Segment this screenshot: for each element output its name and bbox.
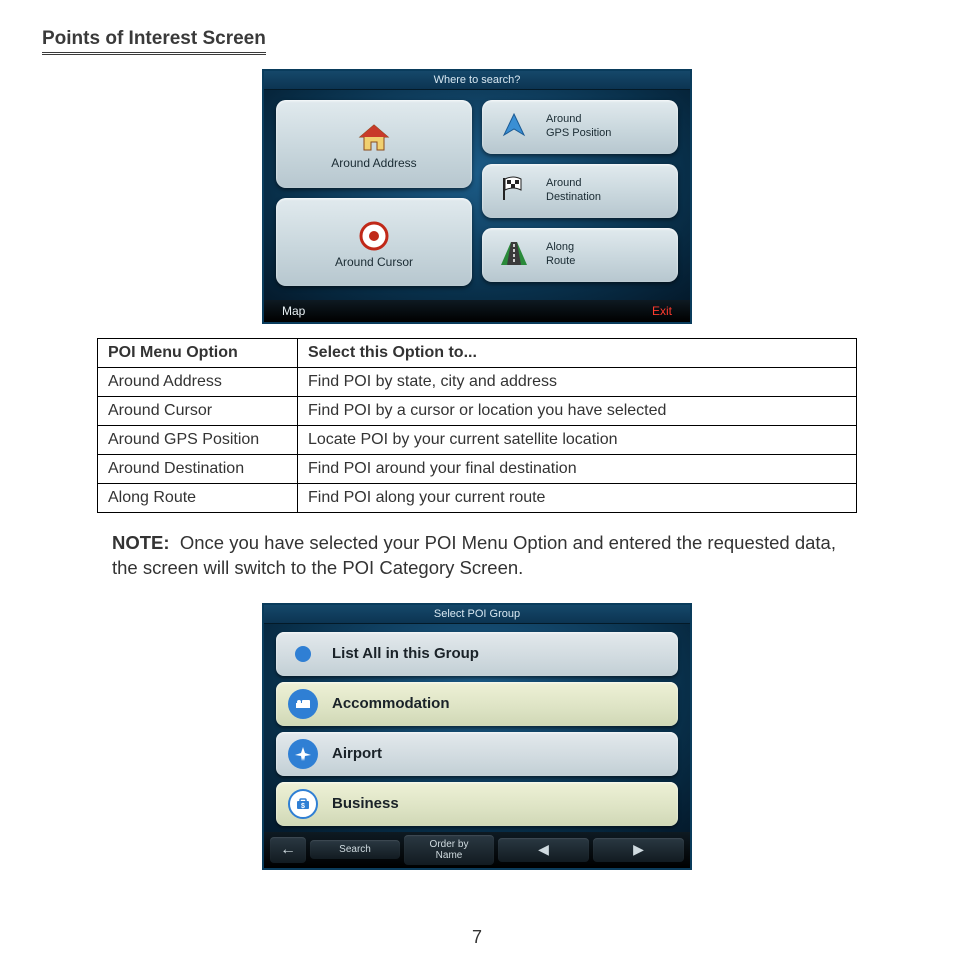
note-label: NOTE: [112, 532, 170, 553]
table-row: Around Destination Find POI around your … [98, 455, 857, 484]
flag-icon [499, 176, 529, 207]
briefcase-icon: $ [288, 789, 318, 819]
tile-line2: Destination [546, 191, 601, 205]
list-row-business[interactable]: $ Business [276, 782, 678, 826]
bed-icon [288, 689, 318, 719]
house-icon [357, 123, 391, 156]
list-label: Airport [332, 745, 382, 762]
table-row: Along Route Find POI along your current … [98, 484, 857, 513]
list-row-accommodation[interactable]: Accommodation [276, 682, 678, 726]
table-row: Around Address Find POI by state, city a… [98, 368, 857, 397]
back-arrow-icon: ← [280, 841, 296, 859]
dot-icon [288, 639, 318, 669]
section-title: Points of Interest Screen [42, 28, 266, 55]
list-label: Accommodation [332, 695, 450, 712]
page-left-button[interactable]: ◀ [498, 838, 589, 861]
poi-search-screenshot: Where to search? Around Address [262, 69, 692, 324]
table-row: Around Cursor Find POI by a cursor or lo… [98, 397, 857, 426]
table-cell: Around GPS Position [98, 426, 298, 455]
screen1-left-col: Around Address Around Cursor [276, 100, 472, 286]
screen2-titlebar: Select POI Group [264, 605, 690, 624]
tile-line1: Along [546, 241, 575, 255]
table-cell: Along Route [98, 484, 298, 513]
screen1-right-col: Around GPS Position Ar [482, 100, 678, 286]
target-icon [358, 220, 390, 255]
order-by-button[interactable]: Order by Name [404, 835, 494, 865]
tile-around-address[interactable]: Around Address [276, 100, 472, 188]
list-row-airport[interactable]: Airport [276, 732, 678, 776]
note-paragraph: NOTE: Once you have selected your POI Me… [112, 531, 842, 581]
road-icon [499, 239, 529, 272]
chevron-right-icon: ▶ [633, 842, 644, 857]
tile-label: Around Cursor [335, 255, 413, 269]
tile-line1: Around [546, 177, 601, 191]
tile-around-gps[interactable]: Around GPS Position [482, 100, 678, 154]
screen1-body: Around Address Around Cursor [264, 90, 690, 300]
table-row: Around GPS Position Locate POI by your c… [98, 426, 857, 455]
table-cell: Locate POI by your current satellite loc… [298, 426, 857, 455]
page-right-button[interactable]: ▶ [593, 838, 684, 861]
tile-line2: Route [546, 255, 575, 269]
page-number: 7 [0, 927, 954, 948]
chevron-left-icon: ◀ [538, 842, 549, 857]
list-row-all[interactable]: List All in this Group [276, 632, 678, 676]
screen1-titlebar: Where to search? [264, 71, 690, 90]
tile-line1: Around [546, 113, 611, 127]
screen2-footer: ← Search Order by Name ◀ ▶ [264, 832, 690, 868]
back-button[interactable]: ← [270, 837, 306, 863]
table-header: Select this Option to... [298, 339, 857, 368]
svg-text:$: $ [301, 803, 305, 810]
note-body: Once you have selected your POI Menu Opt… [112, 532, 836, 578]
search-button[interactable]: Search [310, 840, 400, 859]
tile-line2: GPS Position [546, 127, 611, 141]
table-header: POI Menu Option [98, 339, 298, 368]
footer-exit-button[interactable]: Exit [652, 304, 672, 318]
list-label: Business [332, 795, 399, 812]
table-cell: Around Address [98, 368, 298, 397]
tile-around-cursor[interactable]: Around Cursor [276, 198, 472, 286]
tile-around-destination[interactable]: Around Destination [482, 164, 678, 218]
screen1-footer: Map Exit [264, 300, 690, 322]
table-cell: Find POI by state, city and address [298, 368, 857, 397]
tile-label: Around Address [331, 156, 416, 170]
list-label: List All in this Group [332, 645, 479, 662]
screen2-body: List All in this Group Accommodation Air… [264, 624, 690, 832]
table-cell: Find POI by a cursor or location you hav… [298, 397, 857, 426]
table-cell: Find POI along your current route [298, 484, 857, 513]
table-cell: Around Destination [98, 455, 298, 484]
footer-map-button[interactable]: Map [282, 304, 305, 318]
plane-icon [288, 739, 318, 769]
poi-menu-table: POI Menu Option Select this Option to...… [97, 338, 857, 513]
table-cell: Around Cursor [98, 397, 298, 426]
tile-along-route[interactable]: Along Route [482, 228, 678, 282]
table-header-row: POI Menu Option Select this Option to... [98, 339, 857, 368]
table-cell: Find POI around your final destination [298, 455, 857, 484]
poi-group-screenshot: Select POI Group List All in this Group … [262, 603, 692, 870]
arrow-icon [500, 111, 528, 144]
